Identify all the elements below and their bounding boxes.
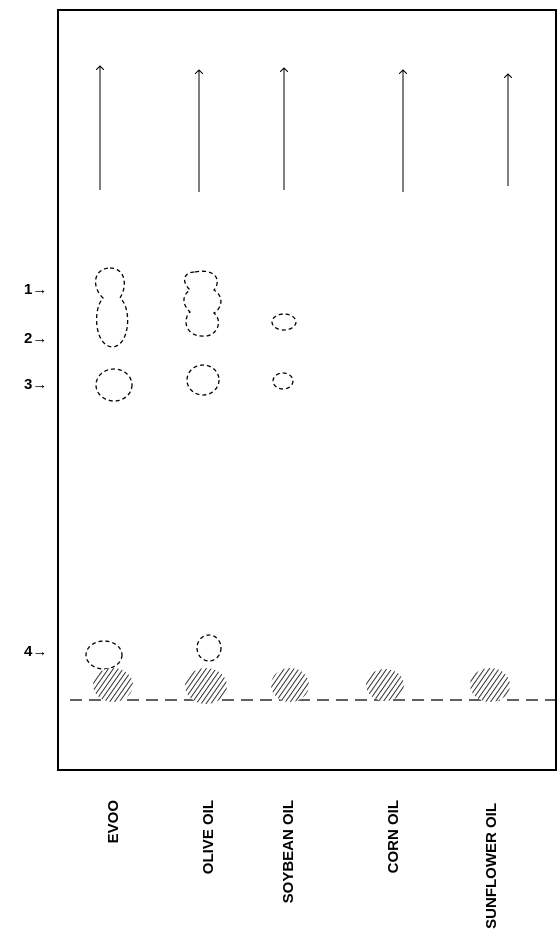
page: 1→ 2→ 3→ 4→ EVOO OLIVE OIL SOYBEAN OIL C… bbox=[0, 0, 557, 952]
origin-spot bbox=[470, 668, 510, 702]
lane-label: SUNFLOWER OIL bbox=[483, 803, 500, 929]
lane-labels: EVOO OLIVE OIL SOYBEAN OIL CORN OIL SUNF… bbox=[105, 800, 500, 929]
marker-labels: 1→ 2→ 3→ 4→ bbox=[24, 281, 47, 660]
lane-label: OLIVE OIL bbox=[200, 800, 217, 874]
origin-spot bbox=[93, 668, 133, 702]
origin-spot bbox=[366, 669, 404, 701]
lane-label: EVOO bbox=[105, 800, 122, 844]
plate bbox=[58, 10, 556, 770]
origin-spot bbox=[271, 668, 309, 702]
origin-spot bbox=[185, 668, 227, 704]
marker-label: 3→ bbox=[24, 376, 47, 393]
lane-label: CORN OIL bbox=[385, 800, 402, 873]
marker-label: 4→ bbox=[24, 643, 47, 660]
marker-label: 2→ bbox=[24, 330, 47, 347]
marker-label: 1→ bbox=[24, 281, 47, 298]
tlc-plate-figure: 1→ 2→ 3→ 4→ EVOO OLIVE OIL SOYBEAN OIL C… bbox=[0, 0, 557, 952]
lane-label: SOYBEAN OIL bbox=[280, 800, 297, 903]
